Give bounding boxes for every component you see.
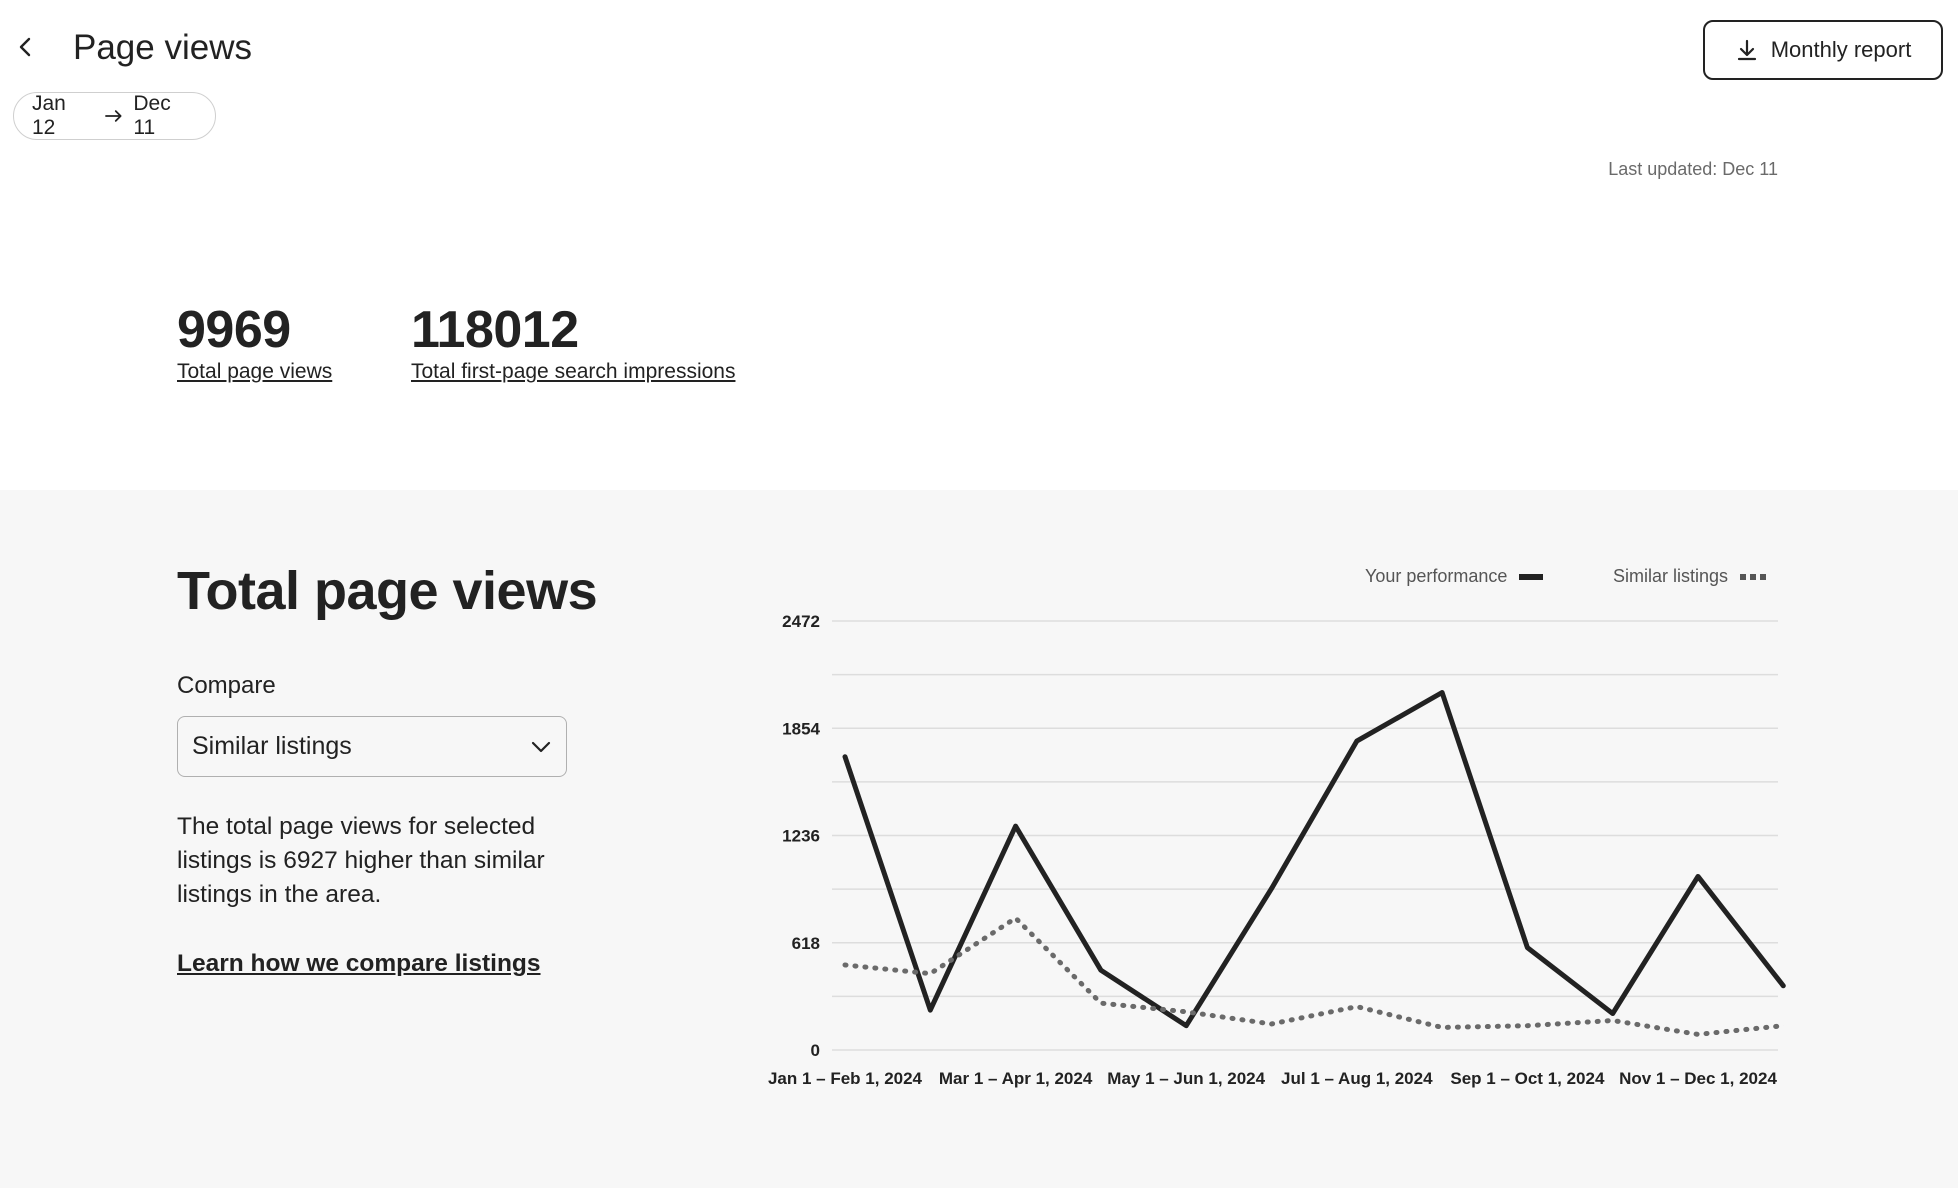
last-updated-text: Last updated: Dec 11: [1608, 159, 1778, 179]
legend-similar-listings: Similar listings: [1613, 566, 1768, 587]
monthly-report-button[interactable]: Monthly report: [1703, 20, 1943, 80]
solid-line-swatch-icon: [1519, 573, 1544, 580]
back-button[interactable]: [8, 30, 42, 64]
y-tick-label: 2472: [782, 612, 820, 631]
stat-value: 9969: [177, 301, 291, 359]
stat-label-link[interactable]: Total first-page search impressions: [411, 360, 736, 383]
date-range-start: Jan 12: [32, 92, 66, 139]
chart-panel: [0, 490, 1958, 1188]
x-tick-label: Nov 1 – Dec 1, 2024: [1619, 1069, 1777, 1088]
y-tick-label: 0: [811, 1041, 820, 1060]
y-tick-label: 1854: [782, 719, 820, 738]
arrow-right-icon: [104, 110, 122, 122]
monthly-report-label: Monthly report: [1770, 37, 1912, 62]
x-tick-label: Mar 1 – Apr 1, 2024: [939, 1069, 1093, 1088]
date-range-end: Dec 11: [133, 92, 171, 139]
stat-total-page-views: 9969 Total page views: [177, 300, 332, 384]
y-tick-label: 618: [792, 934, 820, 953]
chevron-down-icon: [531, 741, 551, 752]
top-bar: Page views Monthly report: [0, 0, 1958, 100]
page-views-chart: 0 618 1236 1854 2472 Jan 1 – Feb 1, 2024 Mar 1…: [768, 612, 1786, 1088]
y-tick-label: 1236: [782, 827, 820, 846]
your-performance-line: [842, 690, 1786, 1029]
similar-listings-line: [842, 915, 1786, 1037]
compare-label: Compare: [177, 672, 276, 699]
page-title: Page views: [73, 28, 252, 67]
compare-selected-value: Similar listings: [192, 732, 352, 760]
section-title: Total page views: [177, 561, 598, 621]
x-tick-label: May 1 – Jun 1, 2024: [1107, 1069, 1265, 1088]
legend-your-performance: Your performance: [1365, 566, 1545, 587]
download-icon: [1737, 39, 1756, 61]
legend-label: Your performance: [1365, 566, 1508, 586]
stat-label-link[interactable]: Total page views: [177, 360, 333, 383]
stat-value: 118012: [411, 301, 579, 359]
learn-compare-link[interactable]: Learn how we compare listings: [177, 950, 541, 977]
compare-description: The total page views for selected listin…: [177, 813, 545, 908]
x-tick-label: Sep 1 – Oct 1, 2024: [1450, 1069, 1605, 1088]
x-tick-label: Jan 1 – Feb 1, 2024: [768, 1069, 923, 1088]
stat-search-impressions: 118012 Total first-page search impressio…: [411, 300, 735, 384]
legend-label: Similar listings: [1613, 566, 1729, 586]
dotted-line-swatch-icon: [1740, 573, 1767, 580]
chevron-left-icon: [19, 37, 31, 57]
compare-dropdown[interactable]: Similar listings: [177, 716, 567, 777]
date-range-picker[interactable]: Jan 12 Dec 11: [13, 92, 216, 140]
x-tick-label: Jul 1 – Aug 1, 2024: [1281, 1069, 1433, 1088]
